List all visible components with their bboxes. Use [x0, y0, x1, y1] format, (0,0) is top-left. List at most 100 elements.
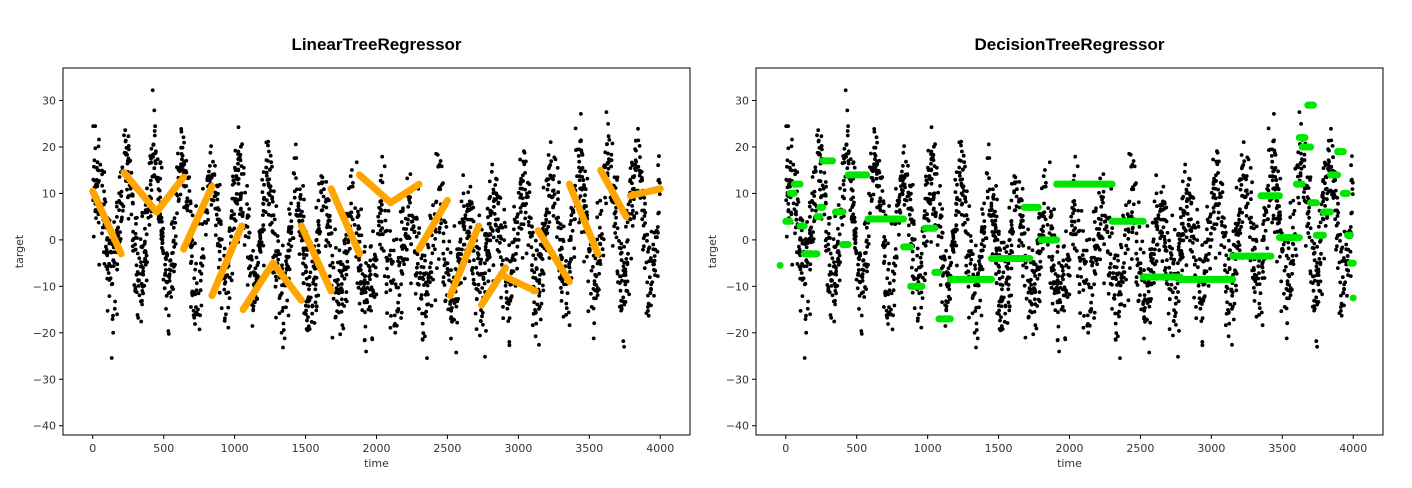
- data-point: [1314, 339, 1319, 343]
- data-point: [1270, 178, 1275, 183]
- data-point: [207, 178, 212, 183]
- data-point: [856, 262, 860, 267]
- data-point: [245, 184, 250, 188]
- data-point: [457, 247, 461, 251]
- data-point: [938, 202, 942, 207]
- data-point: [569, 219, 573, 223]
- data-point: [1138, 247, 1143, 252]
- data-point: [817, 179, 821, 183]
- data-point: [1251, 277, 1256, 281]
- data-point: [1017, 180, 1022, 184]
- data-point: [1271, 186, 1276, 191]
- data-point: [1159, 229, 1164, 234]
- x-tick-label: 3000: [504, 442, 532, 455]
- data-point: [1310, 239, 1314, 243]
- data-point: [788, 168, 793, 172]
- data-point: [205, 210, 210, 215]
- data-point: [133, 216, 138, 221]
- data-point: [1339, 305, 1343, 309]
- data-point: [1171, 260, 1176, 265]
- data-point: [135, 251, 140, 256]
- data-point: [1031, 332, 1036, 337]
- data-point: [1106, 291, 1111, 296]
- data-point: [245, 255, 250, 260]
- data-point: [910, 249, 915, 254]
- data-point: [849, 217, 854, 221]
- data-point: [1240, 210, 1244, 215]
- data-point: [210, 197, 214, 202]
- data-point: [239, 164, 244, 169]
- data-point: [362, 290, 366, 295]
- data-point: [1305, 175, 1310, 180]
- data-point: [1007, 237, 1012, 242]
- data-point: [1350, 192, 1355, 197]
- data-point: [634, 148, 638, 153]
- data-point: [585, 254, 589, 259]
- data-point: [1144, 317, 1149, 322]
- data-point: [238, 207, 243, 212]
- data-point: [1271, 139, 1275, 144]
- data-point: [1323, 181, 1327, 186]
- data-point: [520, 256, 525, 260]
- data-point: [614, 215, 618, 220]
- data-point: [1225, 286, 1230, 291]
- data-point: [1159, 190, 1164, 195]
- data-point: [1072, 199, 1077, 203]
- data-point: [606, 134, 611, 139]
- data-point: [1215, 149, 1219, 154]
- data-point: [559, 299, 564, 303]
- data-point: [217, 249, 222, 254]
- data-point: [904, 159, 908, 164]
- data-point: [219, 222, 223, 227]
- data-point: [1048, 281, 1053, 285]
- data-point: [1318, 220, 1323, 225]
- data-point: [533, 334, 538, 339]
- data-point: [487, 255, 492, 259]
- data-point: [91, 234, 96, 239]
- data-point: [531, 311, 536, 316]
- data-point: [100, 231, 104, 236]
- data-point: [307, 275, 312, 279]
- data-point: [354, 160, 359, 165]
- data-point: [1186, 197, 1191, 202]
- data-point: [96, 220, 101, 225]
- data-point: [1172, 227, 1177, 232]
- data-point: [512, 227, 516, 232]
- data-point: [1203, 240, 1207, 245]
- data-point: [1163, 268, 1167, 273]
- data-point: [274, 249, 278, 254]
- data-point: [813, 169, 818, 174]
- data-point: [1301, 195, 1306, 200]
- data-point: [481, 322, 485, 327]
- data-point: [922, 209, 927, 213]
- data-point: [363, 324, 368, 329]
- data-point: [331, 265, 336, 270]
- data-point: [881, 199, 886, 204]
- data-point: [519, 210, 523, 214]
- data-point: [171, 287, 176, 291]
- data-point: [1154, 173, 1159, 178]
- data-point: [357, 301, 362, 306]
- data-point: [423, 334, 427, 339]
- data-point: [999, 324, 1004, 328]
- data-point: [1246, 157, 1251, 162]
- data-point: [367, 268, 372, 273]
- data-point: [1078, 257, 1083, 261]
- data-point: [1291, 262, 1296, 266]
- data-point: [1187, 191, 1192, 196]
- data-point: [1165, 230, 1170, 235]
- data-point: [653, 268, 658, 273]
- data-point: [1142, 268, 1146, 272]
- data-point: [892, 271, 897, 276]
- data-point: [1176, 261, 1180, 266]
- data-point: [1124, 243, 1129, 248]
- data-point: [1092, 220, 1097, 224]
- data-point: [269, 160, 274, 165]
- data-point: [633, 163, 638, 167]
- data-point: [938, 255, 943, 260]
- data-point: [322, 187, 326, 192]
- data-point: [635, 165, 639, 170]
- data-point: [941, 254, 946, 259]
- data-point: [340, 274, 344, 278]
- data-point: [265, 198, 269, 203]
